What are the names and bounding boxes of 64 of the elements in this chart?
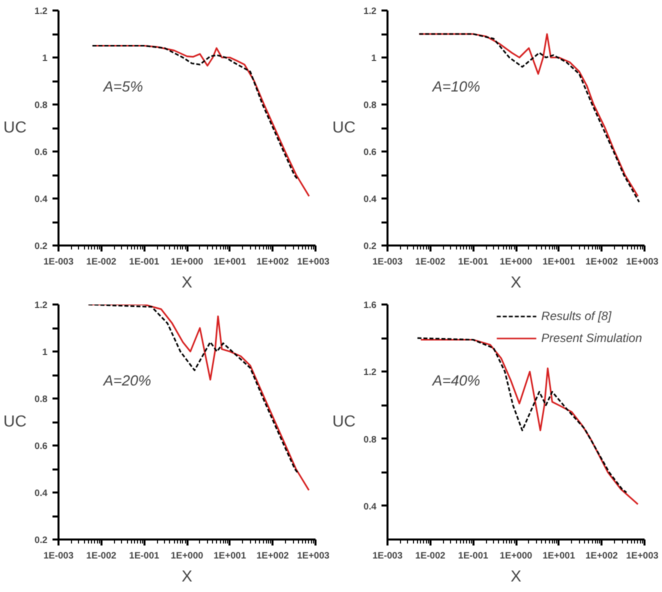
- y-tick-label: 1: [371, 53, 377, 63]
- y-tick-label: 1.2: [34, 300, 48, 310]
- x-tick-label: 1E-003: [372, 256, 403, 266]
- y-tick-label: 1.6: [364, 300, 376, 310]
- y-tick-label: 1: [42, 347, 48, 357]
- x-tick-label: 1E+000: [170, 550, 204, 560]
- x-tick-label: 1E+002: [585, 256, 618, 266]
- x-tick-label: 1E-001: [458, 550, 488, 560]
- y-tick-label: 1: [42, 53, 48, 63]
- y-axis-title: UC: [332, 120, 356, 136]
- x-axis-title: X: [182, 274, 193, 292]
- y-tick-label: 0.4: [364, 194, 378, 204]
- x-tick-label: 1E+003: [297, 256, 330, 266]
- x-tick-label: 1E+001: [542, 550, 576, 560]
- y-tick-label: 0.6: [34, 441, 48, 451]
- x-tick-label: 1E+000: [170, 256, 204, 266]
- x-tick-label: 1E+002: [585, 550, 618, 560]
- x-tick-label: 1E-002: [86, 550, 116, 560]
- x-tick-label: 1E+002: [256, 550, 289, 560]
- x-tick-label: 1E+000: [500, 550, 532, 560]
- y-tick-label: 0.2: [34, 535, 48, 545]
- x-tick-label: 1E-002: [415, 550, 446, 560]
- y-tick-label: 0.8: [364, 100, 376, 110]
- y-tick-label: 0.6: [34, 147, 48, 157]
- y-tick-label: 0.2: [364, 241, 376, 251]
- y-tick-label: 1.2: [364, 6, 376, 16]
- x-tick-label: 1E-003: [43, 550, 74, 560]
- y-tick-label: 0.8: [364, 434, 376, 444]
- x-tick-label: 1E-003: [43, 256, 74, 266]
- y-tick-label: 0.6: [364, 147, 376, 157]
- x-tick-label: 1E+001: [214, 256, 246, 266]
- annotation: A=20%: [102, 374, 152, 390]
- x-tick-label: 1E-002: [415, 256, 446, 266]
- x-tick-label: 1E+002: [256, 256, 289, 266]
- x-tick-label: 1E-003: [372, 550, 403, 560]
- x-axis-title: X: [510, 568, 522, 586]
- x-tick-label: 1E+003: [626, 256, 658, 266]
- y-tick-label: 0.8: [34, 394, 48, 404]
- annotation: A=40%: [432, 374, 480, 390]
- x-tick-label: 1E-002: [86, 256, 116, 266]
- y-axis-title: UC: [332, 414, 356, 430]
- x-tick-label: 1E+003: [626, 550, 658, 560]
- x-tick-label: 1E-001: [458, 256, 488, 266]
- y-axis-title: UC: [3, 414, 27, 430]
- x-tick-label: 1E+000: [500, 256, 532, 266]
- x-tick-label: 1E+003: [297, 550, 330, 560]
- y-tick-label: 0.2: [34, 241, 48, 251]
- y-tick-label: 0.4: [34, 488, 48, 498]
- x-axis-title: X: [182, 568, 193, 586]
- annotation: A=5%: [102, 80, 144, 96]
- legend-label: Present Simulation: [541, 331, 642, 345]
- x-tick-label: 1E+001: [542, 256, 576, 266]
- legend-label: Results of [8]: [541, 309, 612, 323]
- y-tick-label: 0.4: [364, 501, 378, 512]
- y-tick-label: 0.4: [34, 194, 48, 204]
- y-tick-label: 1.2: [34, 6, 48, 16]
- x-tick-label: 1E+001: [214, 550, 246, 560]
- x-tick-label: 1E-001: [129, 550, 160, 560]
- x-tick-label: 1E-001: [129, 256, 160, 266]
- y-tick-label: 0.8: [34, 100, 48, 110]
- y-tick-label: 1.2: [364, 367, 376, 378]
- y-axis-title: UC: [3, 120, 27, 136]
- x-axis-title: X: [510, 274, 522, 292]
- annotation: A=10%: [432, 80, 480, 96]
